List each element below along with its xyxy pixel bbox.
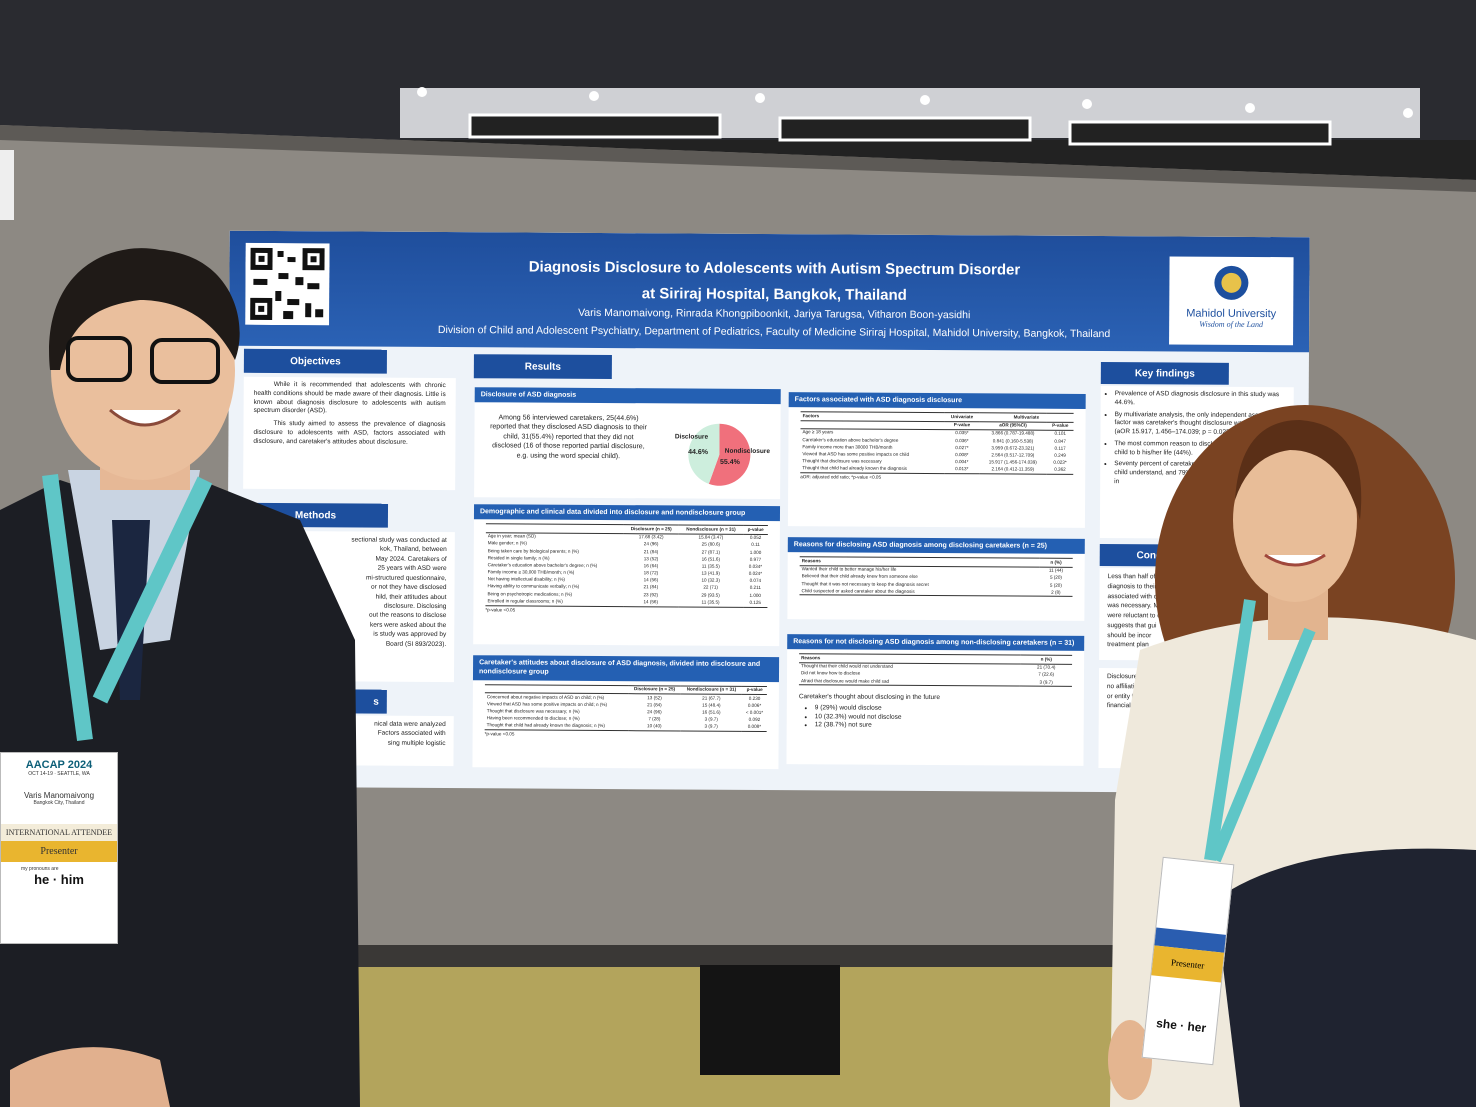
pie-slice [688, 423, 720, 484]
badge-ribbon: INTERNATIONAL ATTENDEE [1, 824, 117, 841]
pronouns: she · her [1155, 1016, 1207, 1036]
disclosure-panel: Disclosure of ASD diagnosis Among 56 int… [474, 387, 781, 500]
logo-emblem [1214, 265, 1249, 300]
badge-event: AACAP 2024 [25, 759, 93, 771]
pronouns: he · him [34, 872, 84, 887]
qr-code [245, 242, 330, 326]
logo-box: Mahidol University Wisdom of the Land [1169, 256, 1294, 346]
ceiling-light [468, 113, 722, 139]
legs [700, 965, 840, 1075]
board-frame [0, 125, 1476, 192]
board-base [0, 945, 1476, 967]
badge-ribbon: Presenter [1151, 945, 1225, 983]
pie-label: Disclosure [675, 433, 709, 440]
spot-lights [417, 87, 1413, 118]
poster-header: Diagnosis Disclosure to Adolescents with… [229, 230, 1310, 353]
pronoun-label: my pronouns are [21, 866, 59, 872]
pie-value-label: 55.4% [720, 459, 741, 466]
pie-chart: Disclosure 44.6% Nondisclosure 55.4% [675, 423, 771, 486]
badge-dates: OCT 14-19 · SEATTLE, WA [28, 771, 90, 777]
badge-city: Bangkok City, Thailand [33, 800, 85, 806]
presenter-left [0, 248, 360, 1107]
badge-name: Varis Manomaivong [23, 791, 95, 800]
poster: Diagnosis Disclosure to Adolescents with… [226, 230, 1310, 794]
board-number [0, 150, 14, 220]
badge-left: AACAP 2024 OCT 14-19 · SEATTLE, WA Varis… [0, 752, 118, 944]
badge-ribbon: Presenter [1, 841, 117, 862]
pie-value-label: 44.6% [688, 449, 709, 456]
ceiling-light [1068, 120, 1332, 146]
ceiling-light [778, 116, 1032, 142]
pie-label: Nondisclosure [725, 448, 771, 455]
pie-slice [708, 423, 751, 486]
